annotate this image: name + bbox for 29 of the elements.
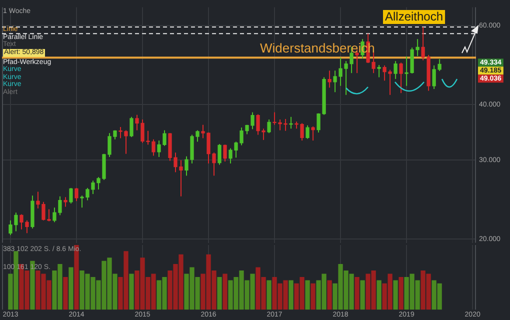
candlestick [267, 119, 271, 134]
bar [63, 276, 68, 310]
bar [68, 267, 74, 310]
ref-line-label: Allzeithoch [385, 9, 444, 24]
bar [266, 280, 272, 310]
candlestick [394, 60, 398, 80]
bar [288, 280, 294, 310]
bar [327, 280, 332, 310]
bar [354, 276, 360, 310]
bar [222, 274, 228, 310]
bar [376, 280, 382, 310]
candlestick [306, 124, 310, 140]
candlestick [69, 187, 73, 204]
bar [393, 280, 398, 310]
candlestick [218, 144, 222, 166]
bar [398, 276, 404, 310]
candlestick [74, 187, 78, 202]
bar [360, 280, 365, 310]
bar [305, 280, 310, 310]
bar [217, 276, 222, 310]
candlestick [377, 64, 381, 78]
candlestick [64, 196, 68, 208]
bar [129, 274, 134, 310]
candlestick [130, 116, 134, 138]
bar [310, 283, 316, 310]
candlestick [399, 62, 403, 94]
candlestick [223, 144, 227, 162]
candlestick [328, 70, 332, 88]
candlestick [311, 126, 315, 142]
